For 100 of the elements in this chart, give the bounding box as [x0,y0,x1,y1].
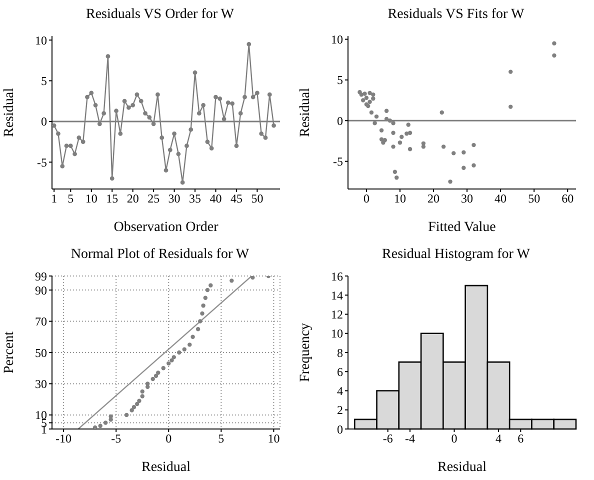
point [134,402,140,406]
point [391,130,396,135]
y-tick-label: 90 [35,283,47,298]
point [263,136,268,140]
point [201,102,206,108]
point [176,152,181,156]
point [72,152,77,156]
point [106,54,110,59]
x-tick-label: 25 [148,192,160,206]
x-tick-label: 40 [210,192,222,206]
point [400,134,404,140]
point [76,136,82,140]
x-tick-label: 30 [461,192,474,206]
y-axis-title: Residual [2,88,17,137]
point [138,98,144,104]
point [160,136,164,140]
point [406,122,410,127]
point [462,166,466,170]
point [472,163,476,168]
x-tick-label: 20 [428,192,440,206]
y-tick-label: 16 [331,269,343,284]
point [154,374,158,378]
y-tick-label: 6 [337,364,343,379]
chart-title: Normal Plot of Residuals for W [70,246,250,264]
y-axis-title: Percent [2,331,17,374]
point [188,127,194,132]
point [140,394,144,398]
point [92,425,98,429]
x-tick-label: 10 [268,432,280,446]
point [172,355,176,360]
point [182,347,186,352]
x-tick-label: -4 [404,432,415,446]
point [371,96,376,101]
y-tick-label: 14 [331,288,343,302]
point [205,140,210,144]
point [188,342,192,347]
point [132,405,136,410]
x-tick-label: -6 [382,432,393,446]
point [164,168,168,172]
point [177,350,182,355]
x-tick-label: 35 [189,192,202,206]
x-tick-label: 30 [168,192,180,206]
point [392,170,398,174]
point [372,120,377,126]
y-tick-label: 8 [337,346,343,360]
point [168,148,172,152]
point [368,90,372,96]
point [208,283,213,288]
point [137,398,142,404]
point [384,108,389,113]
point [391,144,396,149]
chart-title: Residuals VS Fits for W [386,6,526,24]
point [184,144,189,148]
point [230,278,234,283]
point [408,147,412,152]
point [214,94,218,100]
point [508,70,513,74]
x-tick-label: 5 [68,192,74,206]
point [110,176,114,181]
x-axis-title: Residual [142,460,191,475]
point [508,104,513,109]
point [371,92,376,97]
point [150,376,155,382]
point [267,92,272,97]
x-tick-label: 10 [85,192,98,206]
point [196,111,202,116]
point [205,288,210,292]
point [200,311,204,316]
y-tick-label: 0 [41,114,47,129]
point [151,122,156,126]
point [147,115,152,120]
point [130,102,136,108]
point [156,370,160,375]
point [384,116,389,122]
y-tick-label: 4 [337,384,343,398]
point [190,334,195,339]
y-tick-label: 2 [337,403,343,418]
point [85,94,90,100]
y-tick-label: 5 [337,73,343,88]
point [97,122,102,126]
point [408,130,412,135]
point [421,144,426,149]
point [552,41,556,46]
x-tick-label: -5 [111,432,122,446]
point [118,131,123,136]
point [203,296,208,300]
point [379,128,384,133]
point [140,389,144,394]
point [255,90,260,96]
point [180,180,185,185]
point [382,138,387,142]
point [246,42,252,46]
point [364,96,369,100]
x-tick-label: 20 [126,192,139,206]
y-tick-label: 99 [35,269,47,284]
x-axis-title: Fitted Value [428,220,496,235]
x-tick-label: 4 [496,432,502,446]
point [166,361,171,366]
point [462,150,466,154]
point [374,114,379,119]
